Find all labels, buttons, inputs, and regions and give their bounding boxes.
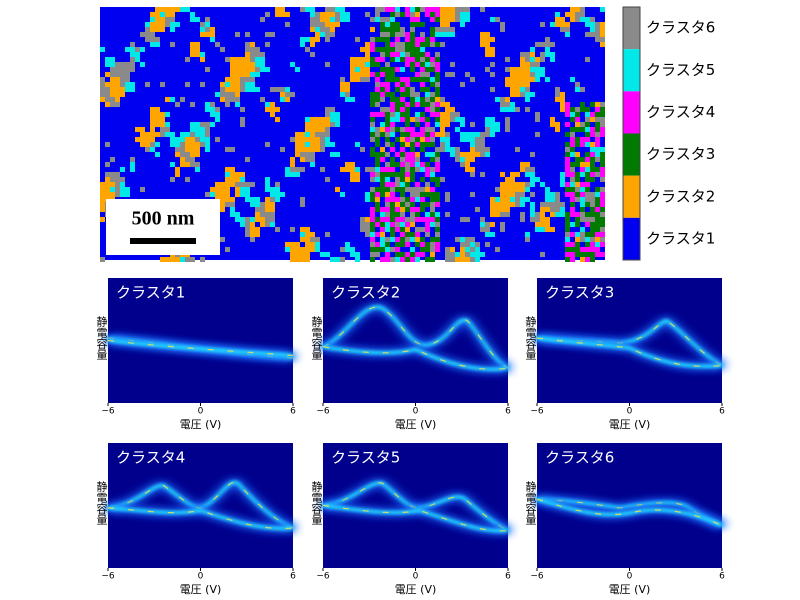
panel: クラスタ1 −6 0 6 電圧 (V) 静電容量 (95, 278, 296, 431)
curve-core (537, 338, 722, 366)
x-tick-label: 6 (505, 407, 511, 417)
panel-title: クラスタ3 (545, 284, 614, 302)
y-axis-label: 静電容量 (95, 315, 108, 360)
legend-label: クラスタ1 (646, 229, 715, 247)
x-tick-label: 6 (505, 572, 511, 582)
curve-core (323, 506, 508, 531)
legend-swatch (623, 217, 640, 260)
legend-swatch (623, 175, 640, 218)
x-axis-label: 電圧 (V) (609, 418, 651, 431)
panel: クラスタ4 −6 0 6 電圧 (V) 静電容量 (95, 443, 296, 596)
scale-bar-label: 500 nm (132, 208, 195, 230)
x-axis-label: 電圧 (V) (180, 418, 222, 431)
x-tick-label: 6 (719, 407, 725, 417)
x-tick-label: 0 (413, 572, 419, 582)
curves (323, 483, 508, 531)
legend-swatch (623, 7, 640, 50)
legend-label: クラスタ6 (646, 19, 715, 37)
curve-core (323, 307, 508, 368)
x-tick-label: 6 (719, 572, 725, 582)
y-axis-label: 静電容量 (310, 315, 323, 360)
x-tick-label: −6 (530, 572, 544, 582)
legend-swatch (623, 133, 640, 176)
x-tick-label: −6 (101, 572, 115, 582)
panel: クラスタ2 −6 0 6 電圧 (V) 静電容量 (310, 278, 511, 431)
legend-label: クラスタ3 (646, 145, 715, 163)
x-tick-label: −6 (316, 572, 330, 582)
curves (537, 499, 722, 525)
curve-core (323, 347, 508, 370)
scale-bar (130, 238, 196, 244)
scale-bar-box (106, 199, 220, 255)
curve-core (537, 499, 722, 525)
x-tick-label: 0 (627, 572, 633, 582)
y-axis-label: 静電容量 (524, 480, 537, 525)
y-axis-label: 静電容量 (524, 315, 537, 360)
x-tick-label: 0 (198, 407, 204, 417)
x-tick-label: −6 (101, 407, 115, 417)
legend: クラスタ6 クラスタ5 クラスタ4 クラスタ3 クラスタ2 クラスタ1 (622, 6, 715, 261)
y-axis-label: 静電容量 (310, 480, 323, 525)
x-tick-label: 0 (198, 572, 204, 582)
panel-title: クラスタ6 (545, 449, 614, 467)
x-axis-label: 電圧 (V) (609, 583, 651, 596)
map-region (100, 7, 605, 262)
legend-label: クラスタ4 (646, 103, 715, 121)
curve-core (537, 499, 722, 525)
x-tick-label: 6 (290, 572, 296, 582)
x-axis-label: 電圧 (V) (395, 418, 437, 431)
curve-core (108, 508, 293, 528)
map-region (100, 7, 605, 262)
y-axis-label: 静電容量 (95, 480, 108, 525)
x-tick-label: −6 (530, 407, 544, 417)
map-region (100, 7, 605, 262)
map-region (370, 7, 605, 262)
legend-frame (622, 6, 641, 261)
curves (537, 321, 722, 367)
legend-swatch (623, 49, 640, 92)
map-region (370, 7, 605, 262)
curve-core (108, 341, 293, 356)
x-tick-label: 6 (290, 407, 296, 417)
curves (323, 307, 508, 369)
panel-title: クラスタ2 (331, 284, 400, 302)
x-tick-label: −6 (316, 407, 330, 417)
legend-label: クラスタ5 (646, 61, 715, 79)
panel-title: クラスタ5 (331, 449, 400, 467)
curves (108, 482, 293, 528)
panel: クラスタ3 −6 0 6 電圧 (V) 静電容量 (524, 278, 725, 431)
x-axis-label: 電圧 (V) (395, 583, 437, 596)
curves (108, 338, 293, 358)
x-tick-label: 0 (413, 407, 419, 417)
panel-title: クラスタ1 (116, 284, 185, 302)
panel-title: クラスタ4 (116, 449, 185, 467)
legend-label: クラスタ2 (646, 187, 715, 205)
panel: クラスタ5 −6 0 6 電圧 (V) 静電容量 (310, 443, 511, 596)
x-tick-label: 0 (627, 407, 633, 417)
x-axis-label: 電圧 (V) (180, 583, 222, 596)
legend-swatch (623, 91, 640, 134)
panel: クラスタ6 −6 0 6 電圧 (V) 静電容量 (524, 443, 725, 596)
